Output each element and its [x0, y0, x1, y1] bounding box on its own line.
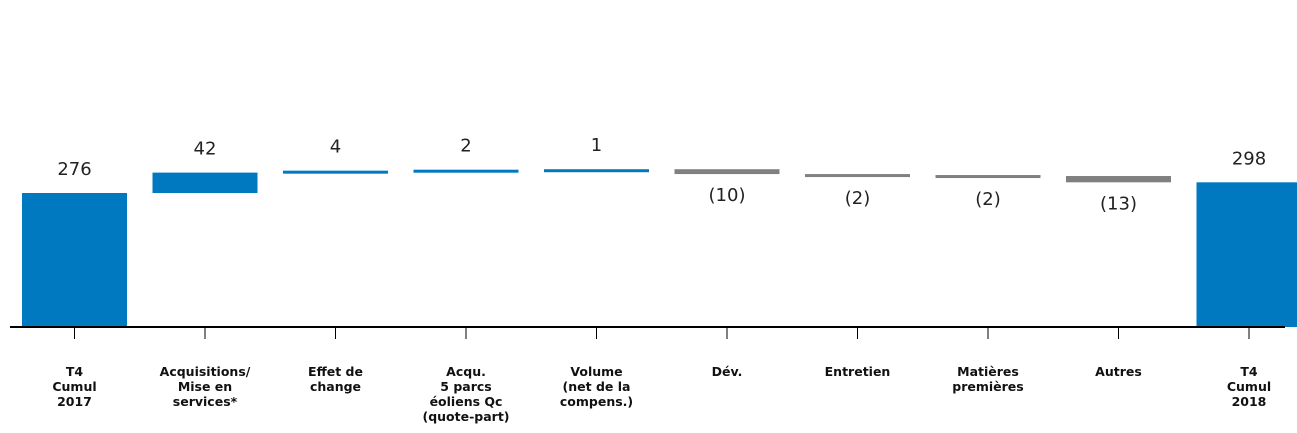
value-label-7: (2) — [975, 189, 1001, 210]
category-label-8: Autres — [1095, 364, 1142, 379]
category-label-line: 5 parcs — [440, 379, 491, 394]
category-label-line: Mise en — [178, 379, 232, 394]
category-label-5: Dév. — [712, 364, 743, 379]
category-label-2: Effet de change — [308, 364, 363, 394]
bar-0 — [22, 193, 127, 327]
category-label-line: Entretien — [825, 364, 891, 379]
bar-4 — [544, 169, 649, 173]
category-label-line: 2017 — [57, 394, 92, 409]
category-label-line: (quote-part) — [422, 409, 509, 424]
category-label-6: Entretien — [825, 364, 891, 379]
category-label-line: Dév. — [712, 364, 743, 379]
category-label-0: T4 Cumul 2017 — [52, 364, 96, 409]
category-label-4: Volume (net de la compens.) — [560, 364, 633, 409]
category-label-line: services* — [173, 394, 238, 409]
category-label-line: T4 — [1240, 364, 1258, 379]
bar-8 — [1066, 176, 1171, 183]
category-label-3: Acqu. 5 parcs éoliens Qc (quote-part) — [422, 364, 509, 424]
bar-3 — [413, 169, 519, 173]
bar-7 — [935, 175, 1041, 179]
value-label-1: 42 — [194, 139, 217, 160]
category-label-1: Acquisitions/Mise en services* — [160, 364, 251, 409]
category-label-line: (net de la — [563, 379, 631, 394]
category-label-line: Matières — [957, 364, 1019, 379]
category-label-line: T4 — [66, 364, 84, 379]
category-label-line: compens.) — [560, 394, 633, 409]
value-label-5: (10) — [709, 185, 746, 206]
category-label-9: T4 Cumul 2018 — [1227, 364, 1271, 409]
bar-2 — [283, 170, 388, 174]
bar-6 — [805, 174, 910, 178]
category-label-line: Cumul — [1227, 379, 1271, 394]
value-label-0: 276 — [57, 159, 91, 180]
value-label-6: (2) — [845, 188, 871, 209]
category-label-line: 2018 — [1232, 394, 1267, 409]
value-label-2: 4 — [330, 137, 341, 158]
category-label-line: Effet de — [308, 364, 363, 379]
category-label-line: premières — [952, 379, 1023, 394]
value-label-3: 2 — [460, 136, 471, 157]
bar-1 — [152, 172, 258, 194]
category-label-line: Cumul — [52, 379, 96, 394]
category-label-line: Acquisitions/ — [160, 364, 251, 379]
category-label-line: éoliens Qc — [430, 394, 503, 409]
category-label-line: change — [310, 379, 361, 394]
value-label-8: (13) — [1100, 193, 1137, 214]
bar-5 — [674, 169, 780, 175]
category-label-7: Matières premières — [952, 364, 1023, 394]
category-label-line: Acqu. — [446, 364, 486, 379]
value-label-4: 1 — [591, 135, 602, 156]
value-label-9: 298 — [1232, 148, 1266, 169]
category-label-line: Volume — [570, 364, 622, 379]
category-label-line: Autres — [1095, 364, 1142, 379]
bar-9 — [1196, 182, 1297, 327]
